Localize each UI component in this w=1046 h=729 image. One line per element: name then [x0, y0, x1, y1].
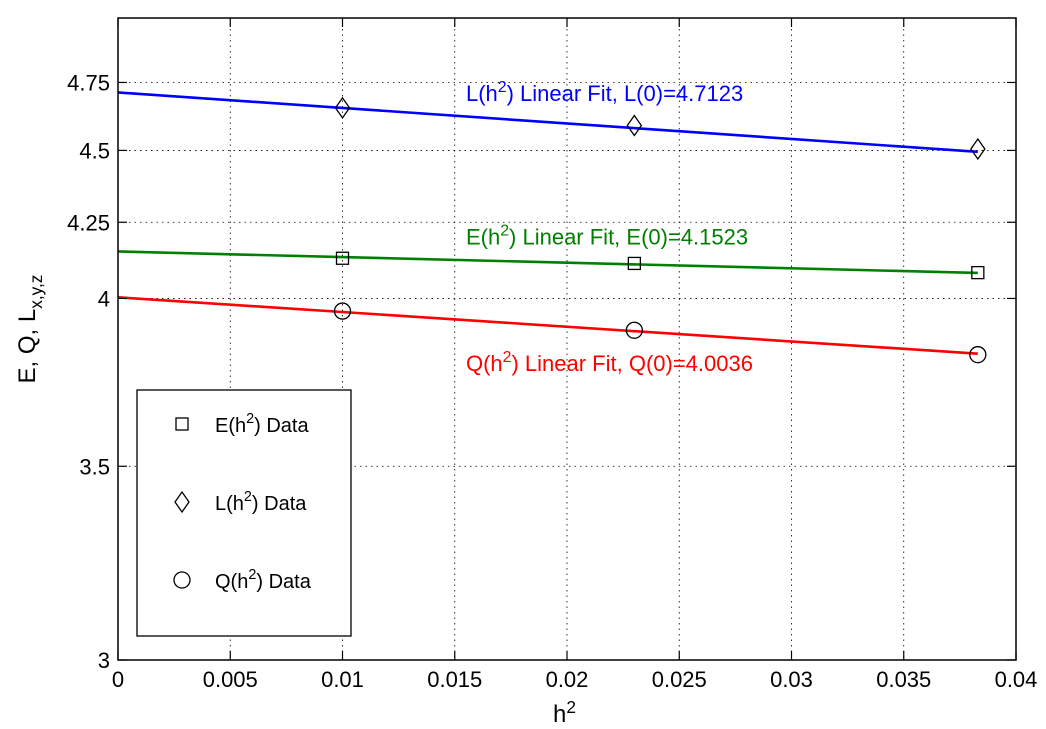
data-point-circle — [969, 346, 987, 364]
legend-label: L(h2) Data — [215, 489, 307, 515]
data-point-square — [335, 251, 350, 265]
y-tick-label: 4 — [98, 286, 110, 311]
y-tick-label: 3.5 — [79, 454, 110, 479]
legend-label: E(h2) Data — [215, 411, 309, 437]
fit-label: L(h2) Linear Fit, L(0)=4.7123 — [466, 79, 743, 106]
data-point-circle — [625, 321, 643, 339]
x-tick-label: 0.03 — [770, 667, 813, 692]
legend-marker-square — [175, 417, 189, 431]
x-tick-label: 0.005 — [203, 667, 258, 692]
x-tick-label: 0.02 — [546, 667, 589, 692]
data-point-diamond — [334, 96, 351, 119]
y-tick-label: 4.75 — [67, 70, 110, 95]
y-tick-label: 3 — [98, 648, 110, 673]
data-point-square — [627, 256, 641, 271]
legend-marker-diamond — [174, 490, 190, 514]
axis-labels: h2 E, Q, Lx,y,z — [14, 275, 576, 728]
legend-box — [136, 389, 352, 637]
y-tick-label: 4.5 — [79, 138, 110, 163]
y-tick-label: 4.25 — [67, 210, 110, 235]
x-tick-label: 0 — [112, 667, 124, 692]
legend: E(h2) Data L(h2) Data Q(h2) Data — [136, 389, 352, 637]
x-tick-label: 0.035 — [876, 667, 931, 692]
data-point-circle — [333, 302, 352, 320]
data-point-diamond — [970, 137, 986, 161]
legend-label: Q(h2) Data — [215, 567, 312, 593]
fit-label: Q(h2) Linear Fit, Q(0)=4.0036 — [466, 349, 753, 376]
x-tick-label: 0.015 — [427, 667, 482, 692]
y-axis-label: E, Q, Lx,y,z — [14, 275, 46, 384]
x-tick-label: 0.01 — [321, 667, 364, 692]
fit-line — [117, 296, 978, 355]
x-tick-label: 0.04 — [995, 667, 1038, 692]
fit-lines — [117, 91, 978, 355]
fit-line — [117, 91, 978, 154]
fit-annotations: L(h2) Linear Fit, L(0)=4.7123 E(h2) Linea… — [466, 79, 753, 376]
x-tick-label: 0.025 — [652, 667, 707, 692]
fit-line — [117, 250, 978, 275]
data-markers — [333, 96, 987, 364]
fit-label: E(h2) Linear Fit, E(0)=4.1523 — [466, 223, 748, 250]
legend-marker-circle — [173, 571, 191, 589]
data-point-diamond — [626, 114, 643, 137]
axis-ticks: 0 0.005 0.01 0.015 0.02 0.025 0.03 0.035 0.04 3 3.… — [67, 18, 1037, 692]
x-axis-label: h2 — [553, 697, 576, 728]
data-point-square — [971, 265, 985, 280]
